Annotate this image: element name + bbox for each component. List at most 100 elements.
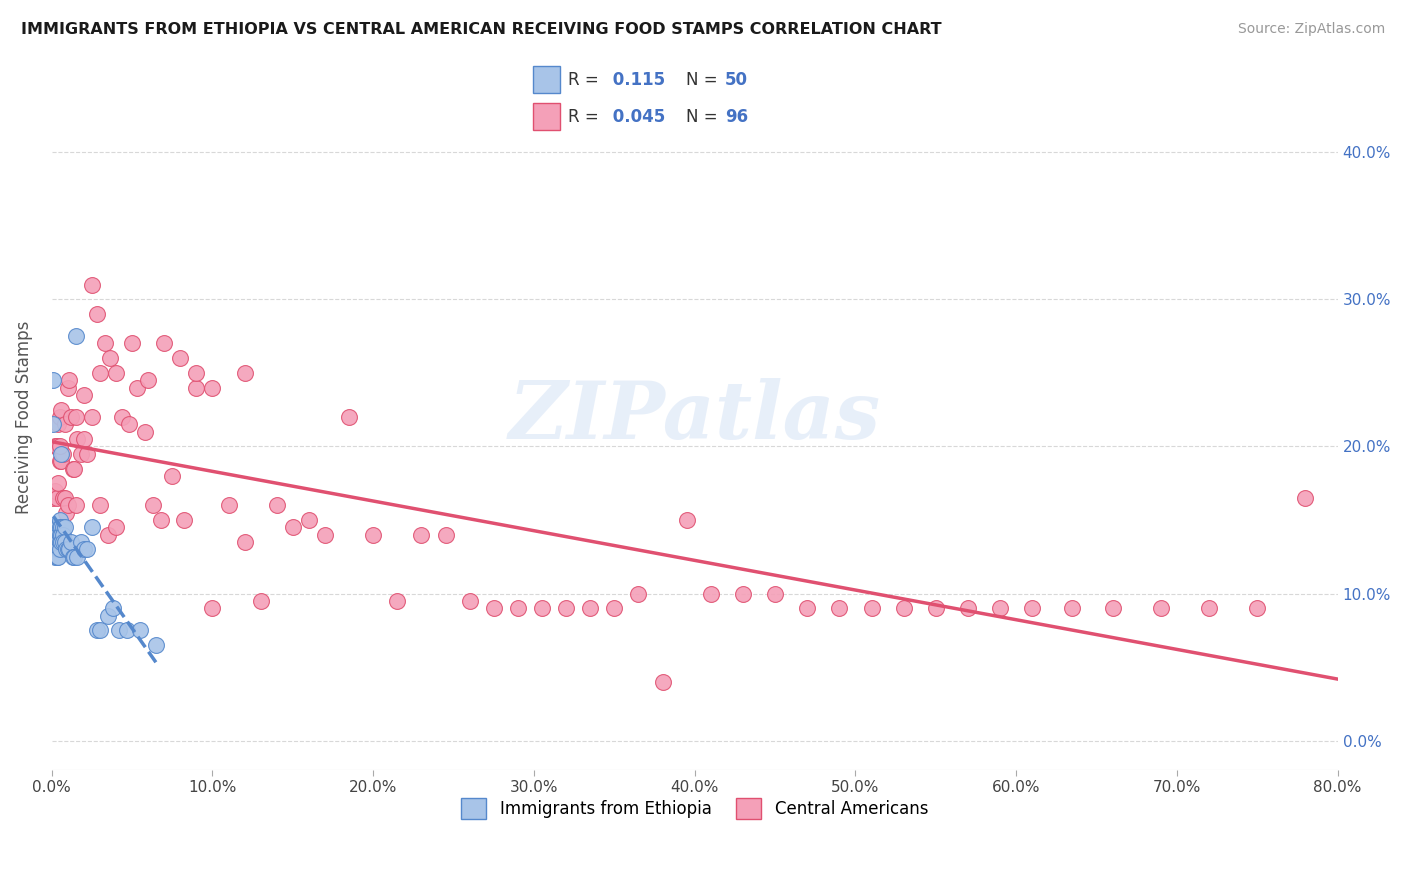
Point (51, 402, 73, 417)
Point (201, 381, 224, 395)
Point (893, 601, 915, 615)
Point (700, 586, 723, 600)
Point (86, 307, 108, 321)
Text: 50: 50 (724, 70, 748, 88)
Text: 0.115: 0.115 (607, 70, 665, 88)
Point (49, 410, 72, 425)
Point (89, 498, 111, 512)
Point (796, 601, 818, 615)
Point (49, 454, 72, 468)
Point (42, 373, 65, 387)
Point (80, 277, 103, 292)
Point (44, 527, 66, 541)
Point (53, 417, 76, 432)
Point (249, 594, 271, 608)
Point (117, 624, 139, 638)
Point (134, 425, 156, 439)
Point (136, 373, 159, 387)
Point (55, 542, 77, 557)
Point (63, 549, 86, 564)
Point (1021, 601, 1043, 615)
Point (51, 454, 73, 468)
Point (44, 542, 66, 557)
Point (337, 410, 360, 425)
Text: Source: ZipAtlas.com: Source: ZipAtlas.com (1237, 22, 1385, 37)
Point (65, 498, 87, 512)
Point (105, 366, 128, 380)
Point (56, 542, 79, 557)
Point (201, 601, 224, 615)
Point (53, 535, 76, 549)
Text: N =: N = (686, 70, 723, 88)
Point (675, 513, 697, 527)
Point (153, 336, 176, 351)
Point (49, 527, 72, 541)
Point (46, 520, 69, 534)
Point (434, 527, 457, 541)
Point (46, 535, 69, 549)
Point (162, 468, 184, 483)
Point (86, 624, 108, 638)
Point (1062, 601, 1084, 615)
Point (651, 674, 673, 689)
Point (46, 417, 69, 432)
Point (111, 410, 134, 425)
Point (66, 432, 89, 446)
Point (1101, 601, 1123, 615)
Point (66, 549, 89, 564)
Point (53, 491, 76, 505)
Point (233, 366, 256, 380)
Point (49, 535, 72, 549)
Point (173, 513, 195, 527)
Point (627, 586, 650, 600)
Point (44, 535, 66, 549)
Point (105, 520, 128, 534)
Point (266, 498, 288, 512)
Point (80, 410, 103, 425)
Point (45, 535, 67, 549)
Text: 0.045: 0.045 (607, 108, 665, 126)
Point (44, 439, 66, 453)
Point (45, 527, 67, 541)
Point (1246, 601, 1268, 615)
Point (387, 594, 409, 608)
FancyBboxPatch shape (533, 103, 560, 130)
Point (94, 336, 117, 351)
Point (45, 542, 67, 557)
Point (60, 410, 83, 425)
Point (51, 535, 73, 549)
Point (97, 527, 120, 541)
Point (52, 520, 75, 534)
Point (925, 601, 948, 615)
Point (186, 366, 208, 380)
FancyBboxPatch shape (533, 66, 560, 94)
Point (56, 381, 79, 395)
Point (361, 527, 384, 541)
Point (58, 542, 80, 557)
Point (44, 483, 66, 498)
Point (46, 527, 69, 541)
Point (51, 527, 73, 541)
Point (76, 542, 98, 557)
Text: IMMIGRANTS FROM ETHIOPIA VS CENTRAL AMERICAN RECEIVING FOOD STAMPS CORRELATION C: IMMIGRANTS FROM ETHIOPIA VS CENTRAL AMER… (21, 22, 942, 37)
Point (233, 535, 256, 549)
Text: R =: R = (568, 70, 605, 88)
Point (46, 549, 69, 564)
Text: 96: 96 (724, 108, 748, 126)
Point (169, 351, 191, 366)
Point (55, 506, 77, 520)
Legend: Immigrants from Ethiopia, Central Americans: Immigrants from Ethiopia, Central Americ… (454, 791, 935, 825)
Point (45, 439, 67, 453)
Point (458, 594, 481, 608)
Point (101, 601, 124, 615)
Point (65, 410, 87, 425)
Point (49, 542, 72, 557)
Point (51, 520, 73, 534)
Point (218, 498, 240, 512)
Point (76, 447, 98, 461)
Point (73, 388, 96, 402)
Point (49, 513, 72, 527)
Point (530, 601, 553, 615)
Point (46, 542, 69, 557)
Point (731, 586, 754, 600)
